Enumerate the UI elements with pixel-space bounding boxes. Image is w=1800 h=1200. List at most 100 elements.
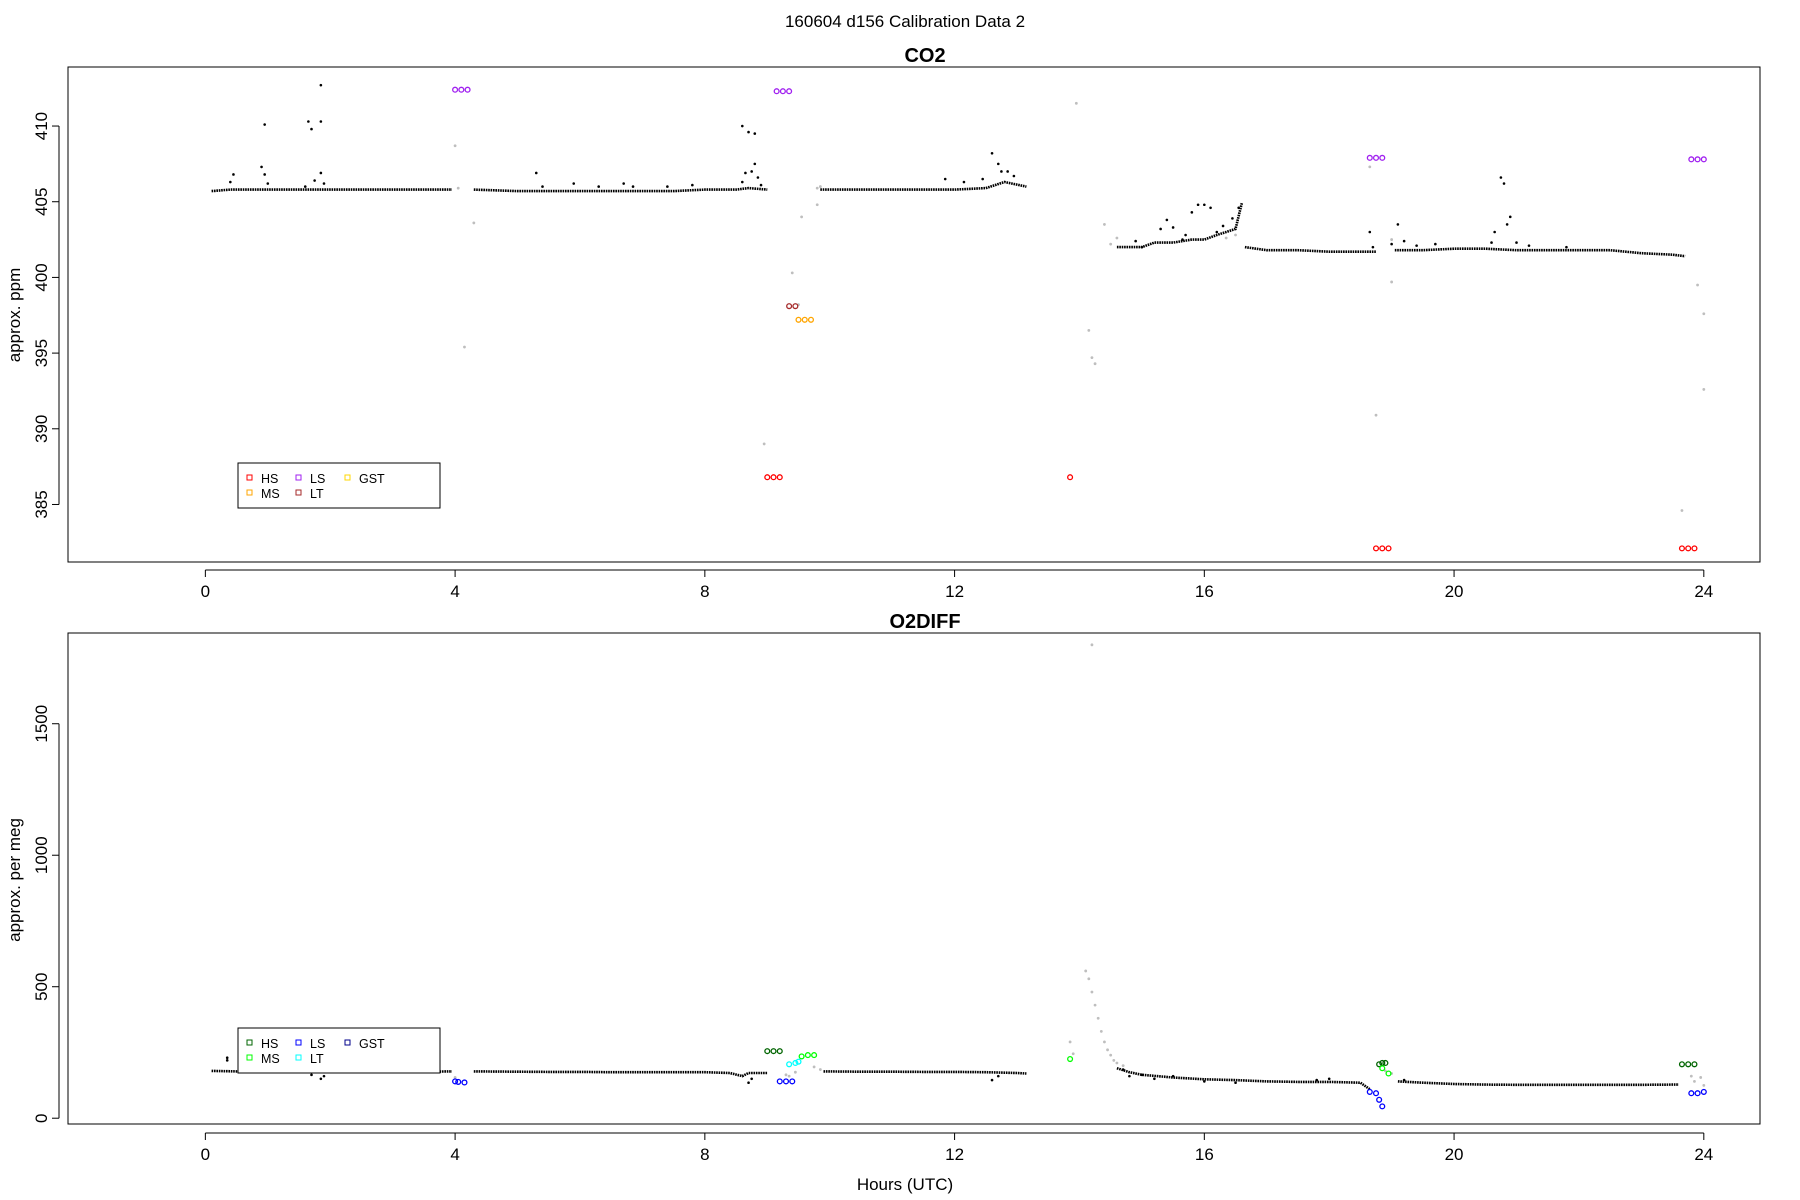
co2-excluded-point: [1074, 101, 1078, 105]
co2-data-point: [666, 185, 669, 188]
co2-y-tick-label: 395: [32, 339, 51, 367]
o2diff-legend-key-ms: [246, 1054, 253, 1061]
o2diff-xlabel: Hours (UTC): [857, 1175, 953, 1194]
co2-cal-point-hs: [776, 474, 783, 481]
co2-cal-point-ls: [1366, 154, 1373, 161]
o2diff-y-tick-label: 500: [32, 973, 51, 1001]
co2-data-point: [1371, 245, 1375, 249]
co2-legend-key-ms: [246, 489, 253, 496]
panel-o2diff: O2DIFF approx. per meg Hours (UTC) 0 4 8 12…: [5, 611, 1761, 1194]
o2diff-cal-point-ls: [1700, 1088, 1707, 1095]
co2-data-point: [1499, 176, 1503, 179]
co2-data-point: [741, 180, 744, 184]
co2-data-point: [1508, 215, 1512, 219]
co2-data-point: [1140, 245, 1144, 249]
co2-data-point: [597, 185, 601, 188]
o2diff-cal-point-hs: [1382, 1059, 1389, 1067]
co2-x-tick-label: 0: [201, 582, 210, 601]
co2-data-point: [1012, 174, 1016, 178]
o2diff-cal-point-ls: [1376, 1096, 1383, 1103]
o2diff-data-point: [225, 1059, 229, 1062]
co2-cal-point-hs: [1385, 545, 1392, 552]
co2-excluded-point: [463, 345, 466, 349]
co2-data-point: [741, 124, 744, 128]
co2-data-point: [1396, 223, 1400, 226]
co2-data-point: [1196, 203, 1200, 207]
co2-legend-key-hs: [246, 474, 253, 481]
o2diff-cal-point-ls: [1366, 1088, 1373, 1095]
co2-data-point: [744, 171, 747, 175]
co2-cal-point-hs: [1372, 545, 1380, 552]
co2-excluded-point: [472, 221, 476, 225]
co2-excluded-point: [1374, 413, 1378, 417]
co2-data-point: [1134, 239, 1137, 243]
co2-legend-label-ms: MS: [261, 487, 280, 501]
o2diff-axes: 0 4 8 12 16 20 24 0 500 1000 1500: [32, 705, 1713, 1164]
o2diff-y-tick-label: 1500: [32, 705, 51, 743]
co2-legend-label-lt: LT: [310, 487, 324, 501]
co2-x-tick-label: 4: [450, 582, 459, 601]
o2diff-cal-point-ls: [452, 1078, 459, 1085]
co2-excluded-point: [800, 215, 804, 219]
o2diff-legend-key-gst: [344, 1039, 351, 1046]
o2diff-excluded-point: [787, 1074, 791, 1078]
o2diff-cal-point-hs: [770, 1048, 777, 1055]
o2diff-excluded-point: [1090, 990, 1094, 994]
o2diff-legend-key-lt: [295, 1054, 302, 1061]
co2-data-point: [691, 183, 694, 187]
o2diff-data-point: [747, 1081, 750, 1085]
co2-data-point: [232, 173, 235, 176]
co2-data-point: [1505, 223, 1509, 226]
co2-data-point: [759, 183, 763, 187]
o2diff-excluded-point: [1099, 1030, 1103, 1033]
o2diff-excluded-point: [818, 1068, 822, 1071]
o2diff-excluded-point: [453, 1076, 457, 1079]
o2diff-excluded-point: [1699, 1076, 1703, 1079]
co2-cal-point-lt: [786, 303, 793, 310]
o2diff-data-point: [1121, 1068, 1125, 1071]
co2-cal-point-hs: [1678, 545, 1686, 552]
co2-data-point: [322, 182, 326, 185]
co2-data-point: [260, 165, 263, 169]
o2diff-title: O2DIFF: [889, 611, 960, 633]
co2-excluded-point: [1390, 280, 1394, 284]
o2diff-data-trace: [823, 1070, 1027, 1075]
o2diff-legend-box: [237, 1027, 441, 1074]
o2diff-cal-point-ls: [455, 1078, 462, 1085]
co2-legend-label-hs: HS: [261, 472, 278, 486]
o2diff-x-tick-label: 24: [1694, 1145, 1713, 1164]
o2diff-excluded-point: [1109, 1053, 1113, 1057]
co2-data-point: [1221, 224, 1225, 228]
o2diff-data-point: [310, 1073, 313, 1077]
o2diff-excluded-point: [793, 1070, 797, 1074]
co2-data-point: [534, 171, 538, 175]
co2-data-trace: [1394, 247, 1686, 258]
co2-data-point: [1515, 241, 1518, 244]
o2diff-excluded-point: [1084, 969, 1088, 973]
co2-data-point: [1368, 230, 1372, 234]
o2diff-legend-label-ms: MS: [261, 1052, 280, 1066]
co2-excluded-point: [1090, 356, 1094, 360]
co2-data-point: [572, 182, 576, 185]
co2-cal-point-ls: [452, 86, 459, 93]
o2diff-excluded-point: [1383, 1069, 1387, 1073]
o2diff-cal-point-lt: [795, 1058, 802, 1065]
o2diff-legend-label-ls: LS: [310, 1037, 325, 1051]
o2diff-cal-point-hs: [776, 1048, 783, 1055]
o2diff-data-point: [1203, 1080, 1206, 1083]
co2-excluded-point: [1087, 328, 1091, 332]
o2diff-cal-point-ls: [1694, 1090, 1701, 1097]
panel-co2: CO2 approx. ppm 0 4 8 12 16 20 24 385 390 395 400 4…: [5, 45, 1761, 601]
o2diff-data-trace: [1397, 1080, 1679, 1087]
co2-excluded-point: [1390, 238, 1394, 241]
o2diff-excluded-point: [1112, 1058, 1116, 1062]
o2diff-x-tick-label: 4: [450, 1145, 459, 1164]
o2diff-excluded-point: [1689, 1074, 1693, 1078]
co2-y-tick-label: 385: [32, 490, 51, 518]
co2-data-point: [1006, 170, 1009, 173]
o2diff-cal-point-ls: [1379, 1103, 1386, 1110]
co2-excluded-point: [1368, 165, 1372, 169]
o2diff-plot-frame: [67, 632, 1761, 1125]
o2diff-cal-point-ls: [461, 1079, 468, 1086]
co2-data-trace: [820, 180, 1027, 191]
